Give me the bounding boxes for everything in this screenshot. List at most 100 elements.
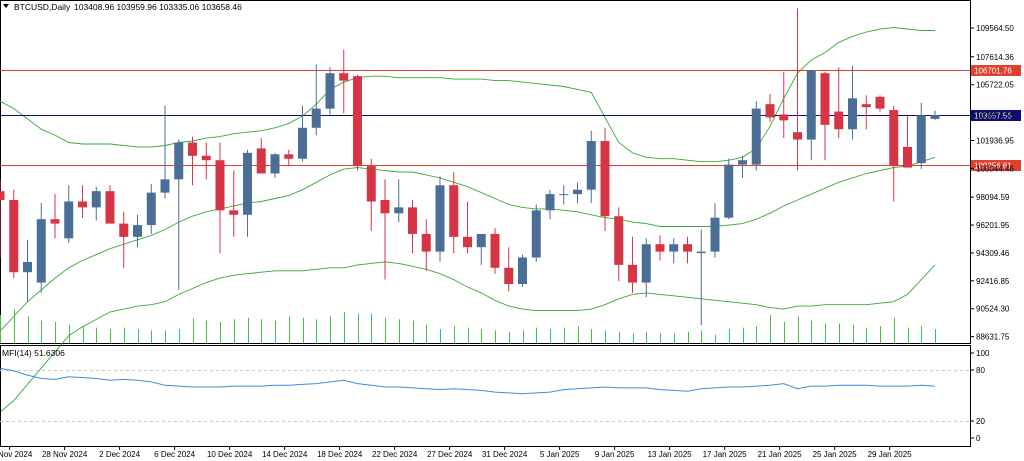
ohlc-label: 103408.96 103959.96 103335.06 103658.46 [74,2,242,12]
candle [696,229,706,326]
candle [504,247,514,292]
mfi-panel-frame [0,345,971,447]
candle-body [0,191,5,201]
candle-body [875,96,885,109]
bollinger-bands [0,27,936,413]
candle-body [133,225,142,237]
date-tick-label: 24 Nov 2024 [0,450,33,459]
candle [628,236,637,293]
candle-body [751,108,761,165]
price-tick-label: 109564.50 [976,24,1014,33]
candle [188,136,197,186]
candle [641,238,651,298]
candle-body [641,244,651,283]
candle-body [573,189,582,195]
candle-body [188,142,197,156]
candle-body [146,192,156,226]
current-price-tag [971,110,1021,121]
candle-body [23,261,32,273]
candle [23,239,32,302]
price-tick-label: 101936.95 [976,136,1014,145]
mfi-series-line [0,367,936,395]
candle [765,93,775,122]
date-tick-label: 10 Dec 2024 [207,450,253,459]
candle [710,202,720,258]
candle-body [91,191,101,208]
candle [449,172,459,254]
candle [0,179,5,258]
candle-body [903,146,912,168]
candle-body [270,154,280,174]
candle-body [201,155,211,161]
candle [119,211,129,268]
price-tick-label: 96201.95 [976,221,1010,230]
candle-body [930,115,940,119]
date-tick-label: 28 Nov 2024 [42,450,88,459]
candle-body [284,154,294,159]
candle [889,105,899,202]
price-tick-label: 92416.85 [976,277,1010,286]
candle-body [710,217,720,252]
bollinger-lower-line [0,261,936,413]
candle-body [36,219,46,283]
price-tick-label: 94309.46 [976,249,1010,258]
mfi-title: MFI(14) 51.6306 [2,348,65,358]
candle [435,176,445,262]
date-tick-label: 13 Jan 2025 [648,450,693,459]
volume-bars [0,309,936,343]
candle [930,110,940,120]
candle [545,189,555,220]
candle [848,65,857,140]
candle-body [119,223,129,237]
mfi-tick-label: 100 [976,349,990,358]
mfi-line [0,367,936,395]
price-tick-label: 98094.59 [976,193,1010,202]
price-tick-label: 105722.05 [976,81,1014,90]
candle-body [408,207,417,234]
candle-body [834,111,844,130]
mfi-panel: 100 80 20 0 MFI(14) 51.6306 [0,345,990,447]
date-tick-label: 22 Dec 2024 [372,450,418,459]
candle [600,127,610,231]
price-tick-label: 100044.46 [976,164,1014,173]
date-tick-label: 21 Jan 2025 [758,450,803,459]
candle [64,185,74,243]
candle [160,105,170,199]
candle [353,74,362,171]
chart-menu-icon[interactable] [3,4,9,8]
candle [573,182,582,203]
candle-body [655,244,665,252]
candle-body [848,98,857,130]
mfi-tick-label: 20 [976,417,985,426]
candle [490,228,500,274]
candle [614,207,624,282]
candle-body [586,141,596,190]
candle-body [545,194,555,211]
candle-body [806,70,816,140]
candle-body [78,201,87,208]
candle-body [435,185,445,252]
candle-body [820,73,830,125]
candle [903,115,912,168]
candle [861,95,871,130]
candle [820,71,830,161]
date-axis: 24 Nov 2024 28 Nov 2024 2 Dec 2024 6 Dec 20… [0,446,912,459]
candle-body [559,194,569,196]
candle [683,236,692,264]
candle [36,202,46,293]
candle [78,185,87,218]
candle [669,238,679,264]
mfi-tick-label: 80 [976,366,985,375]
candle [738,155,747,178]
candle [518,254,527,287]
candle [9,189,19,279]
mfi-tick-label: 0 [976,434,981,443]
candle-body [504,267,514,285]
candle [916,102,926,170]
candle-body [765,104,775,118]
candle-body [669,244,679,252]
candle-body [779,114,789,121]
candle [50,194,60,239]
candle-body [366,166,376,202]
candle-body [311,108,321,128]
